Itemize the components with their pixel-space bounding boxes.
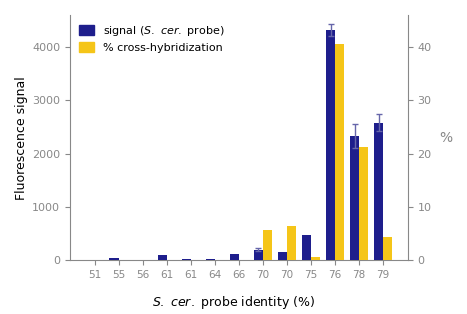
Bar: [311, 257, 320, 260]
Bar: [335, 44, 344, 260]
Bar: [302, 235, 311, 260]
Bar: [205, 259, 215, 260]
Bar: [157, 255, 167, 260]
Bar: [287, 226, 296, 260]
Bar: [109, 257, 119, 260]
Legend: signal ($\it{S.\ cer.}$ probe), % cross-hybridization: signal ($\it{S.\ cer.}$ probe), % cross-…: [76, 20, 228, 56]
Text: $\it{S.\ cer.}$ probe identity (%): $\it{S.\ cer.}$ probe identity (%): [152, 294, 315, 311]
Bar: [263, 230, 272, 260]
Bar: [254, 250, 263, 260]
Y-axis label: %: %: [439, 131, 452, 145]
Bar: [383, 237, 392, 260]
Bar: [359, 147, 368, 260]
Y-axis label: Fluorescence signal: Fluorescence signal: [15, 76, 28, 200]
Bar: [326, 30, 335, 260]
Bar: [182, 259, 191, 260]
Bar: [278, 252, 287, 260]
Bar: [350, 136, 359, 260]
Bar: [374, 123, 383, 260]
Bar: [230, 254, 239, 260]
